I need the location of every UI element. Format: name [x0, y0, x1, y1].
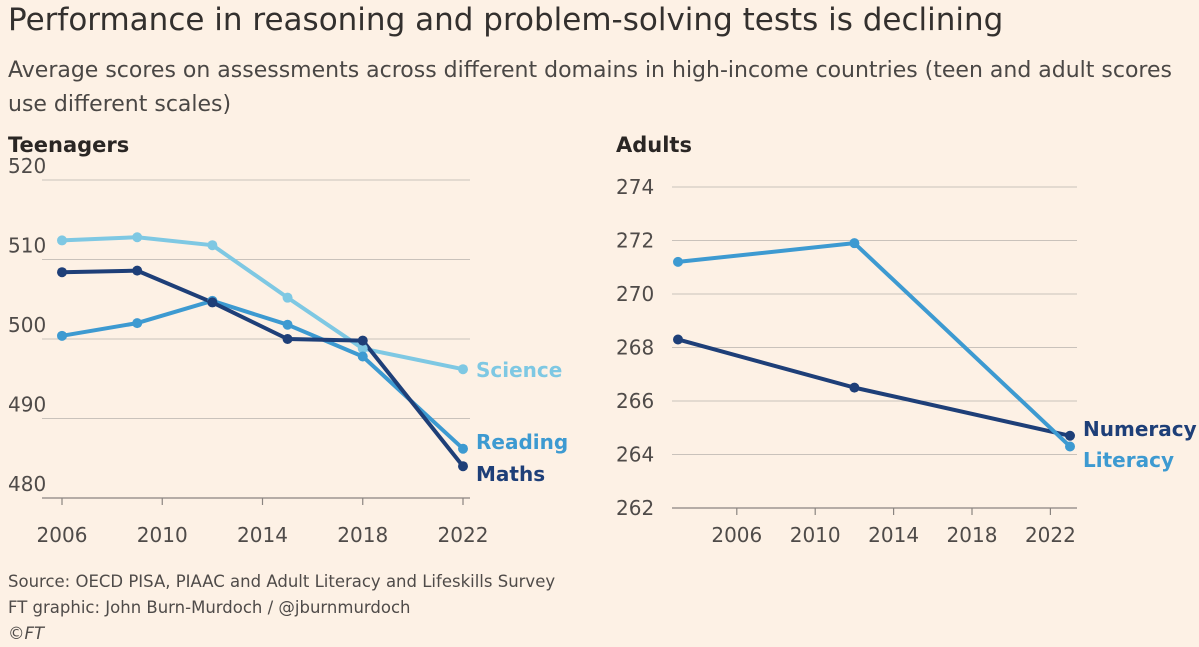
- x-tick-label: 2006: [711, 523, 762, 547]
- y-tick-label: 266: [616, 389, 654, 413]
- series-label-numeracy: Numeracy: [1083, 417, 1197, 441]
- copyright-note: ©FT: [8, 624, 45, 643]
- data-point-numeracy: [849, 382, 860, 393]
- data-point-science: [132, 232, 143, 243]
- data-point-science: [207, 240, 218, 251]
- data-point-reading: [357, 351, 368, 362]
- data-point-maths: [282, 334, 293, 344]
- data-point-science: [458, 364, 468, 375]
- y-tick-label: 500: [8, 313, 46, 337]
- data-point-maths: [132, 265, 143, 276]
- data-point-maths: [57, 267, 67, 278]
- y-tick-label: 270: [616, 282, 654, 306]
- series-line-numeracy: [676, 337, 1072, 438]
- y-tick-label: 490: [8, 393, 46, 417]
- x-tick-label: 2014: [868, 523, 919, 547]
- data-point-maths: [458, 461, 468, 472]
- x-tick-label: 2006: [37, 523, 88, 547]
- data-point-literacy: [1065, 441, 1075, 452]
- data-point-reading: [57, 330, 67, 341]
- x-tick-label: 2014: [237, 523, 288, 547]
- data-point-numeracy: [673, 334, 683, 345]
- series-line-literacy: [676, 241, 1072, 449]
- series-label-maths: Maths: [476, 462, 545, 486]
- y-tick-label: 264: [616, 443, 654, 467]
- y-tick-label: 262: [616, 496, 654, 520]
- data-point-reading: [458, 443, 468, 454]
- adults-chart: 262 264 266 268 270 272 274 2006 2010 2014 2018 202…: [616, 175, 1197, 547]
- data-point-literacy: [849, 238, 860, 249]
- data-point-maths: [357, 335, 368, 346]
- y-tick-label: 520: [8, 154, 46, 178]
- teenagers-chart: 480 490 500 510 520 2006 2010 2014 2018 2022 Scien…: [8, 154, 568, 547]
- data-point-reading: [282, 319, 293, 330]
- series-line-reading: [60, 298, 465, 451]
- data-point-numeracy: [1065, 430, 1075, 441]
- y-tick-label: 480: [8, 472, 46, 496]
- y-tick-label: 274: [616, 175, 654, 199]
- data-point-reading: [132, 318, 143, 329]
- series-label-science: Science: [476, 358, 562, 382]
- x-tick-label: 2010: [790, 523, 841, 547]
- adults-panel-title: Adults: [616, 133, 692, 157]
- data-point-science: [282, 292, 293, 303]
- teenagers-panel-title: Teenagers: [8, 133, 130, 157]
- x-tick-label: 2010: [137, 523, 188, 547]
- source-note: Source: OECD PISA, PIAAC and Adult Liter…: [8, 572, 556, 591]
- x-tick-label: 2022: [438, 523, 489, 547]
- y-tick-label: 268: [616, 336, 654, 360]
- data-point-literacy: [673, 256, 683, 267]
- x-tick-label: 2018: [947, 523, 998, 547]
- data-point-science: [57, 235, 67, 246]
- series-label-reading: Reading: [476, 430, 568, 454]
- y-tick-label: 510: [8, 234, 46, 258]
- x-tick-label: 2018: [337, 523, 388, 547]
- data-point-maths: [207, 297, 218, 308]
- chart-title: Performance in reasoning and problem-sol…: [8, 2, 1004, 38]
- data-point-science: [357, 343, 368, 354]
- x-tick-label: 2022: [1025, 523, 1076, 547]
- series-line-maths: [60, 268, 465, 469]
- credit-note: FT graphic: John Burn-Murdoch / @jburnmu…: [8, 598, 411, 617]
- series-label-literacy: Literacy: [1083, 448, 1174, 472]
- chart-subtitle: Average scores on assessments across dif…: [8, 58, 1172, 117]
- y-tick-label: 272: [616, 229, 654, 253]
- series-line-science: [60, 235, 465, 372]
